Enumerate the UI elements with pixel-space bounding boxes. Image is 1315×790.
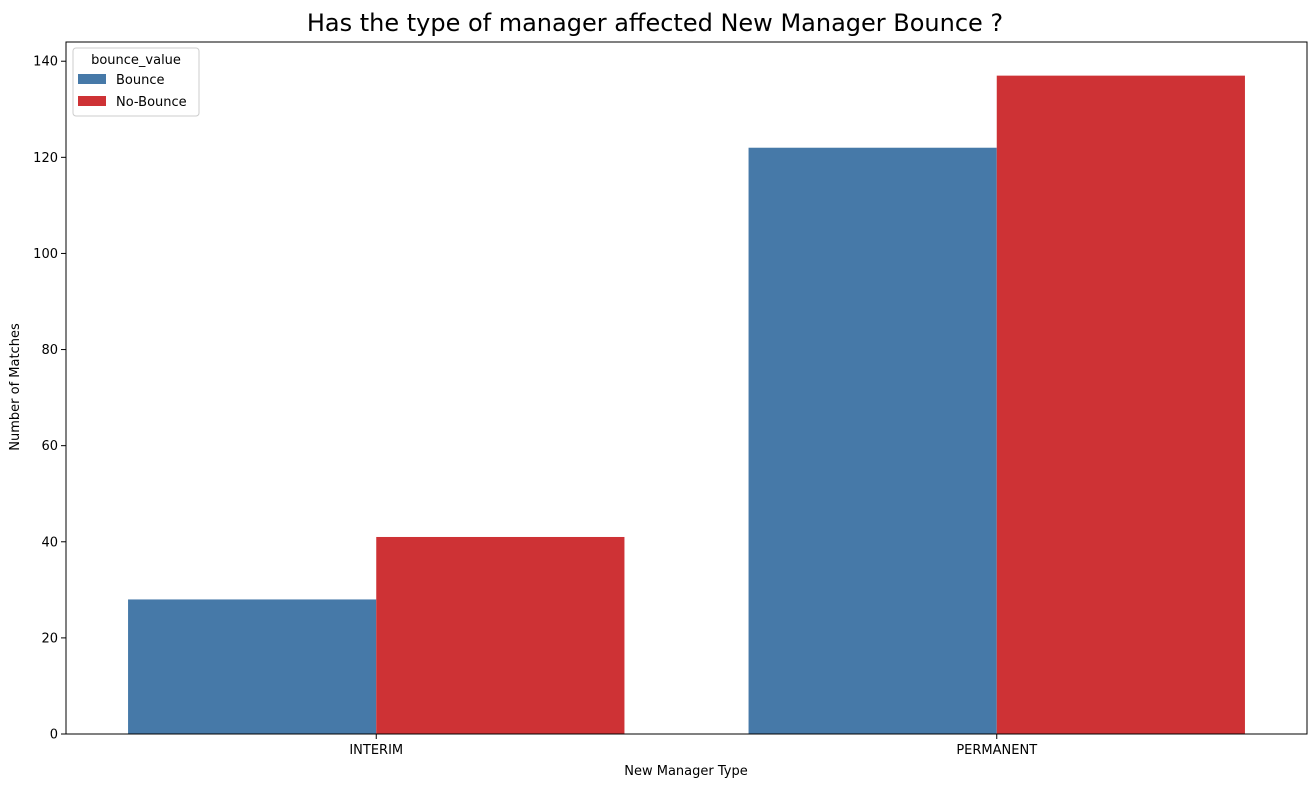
axes-layer: 0 20 40 60 80 100 120 140 INTERIM PERMANENT <box>33 41 1308 758</box>
x-tick-label: INTERIM <box>349 743 403 758</box>
plot-frame <box>65 41 1308 735</box>
y-tick-label: 0 <box>50 728 58 743</box>
y-tick-label: 60 <box>41 439 58 454</box>
bars-layer <box>128 75 1245 734</box>
x-axis-label: New Manager Type <box>624 764 747 779</box>
legend-label-no-bounce: No-Bounce <box>116 95 187 110</box>
legend-swatch-bounce <box>78 74 106 84</box>
y-tick-label: 20 <box>41 631 58 646</box>
y-axis-label: Number of Matches <box>8 323 23 451</box>
chart-title: Has the type of manager affected New Man… <box>307 9 1003 37</box>
y-tick-label: 80 <box>41 343 58 358</box>
legend-title: bounce_value <box>91 53 181 68</box>
y-tick-label: 100 <box>33 247 58 262</box>
bar-bounce-permanent <box>748 147 997 734</box>
bar-no-bounce-permanent <box>996 75 1245 734</box>
bar-bounce-interim <box>128 599 377 734</box>
x-tick-label: PERMANENT <box>956 743 1037 758</box>
y-tick-label: 120 <box>33 151 58 166</box>
bar-no-bounce-interim <box>376 536 625 734</box>
legend-swatch-no-bounce <box>78 96 106 106</box>
legend: bounce_value Bounce No-Bounce <box>72 47 200 117</box>
y-tick-label: 140 <box>33 55 58 70</box>
legend-label-bounce: Bounce <box>116 73 165 88</box>
y-tick-label: 40 <box>41 535 58 550</box>
